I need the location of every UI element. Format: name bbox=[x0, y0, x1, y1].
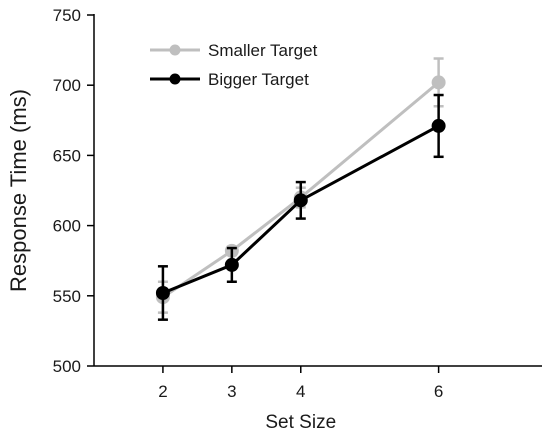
y-tick-label: 550 bbox=[53, 287, 81, 306]
y-tick-label: 500 bbox=[53, 357, 81, 376]
data-point bbox=[431, 118, 446, 133]
legend-label: Bigger Target bbox=[208, 70, 309, 89]
y-tick-label: 650 bbox=[53, 146, 81, 165]
data-point bbox=[224, 257, 239, 272]
x-axis-label: Set Size bbox=[265, 412, 336, 433]
data-point bbox=[431, 75, 446, 90]
y-tick-label: 750 bbox=[53, 6, 81, 25]
legend-label: Smaller Target bbox=[208, 41, 318, 60]
legend-swatch-marker bbox=[169, 44, 181, 56]
x-tick-label: 2 bbox=[158, 382, 167, 401]
data-point bbox=[155, 285, 170, 300]
x-tick-label: 4 bbox=[296, 382, 305, 401]
x-tick-label: 6 bbox=[434, 382, 443, 401]
legend-item: Smaller Target bbox=[150, 41, 318, 60]
legend-swatch-marker bbox=[169, 73, 181, 85]
data-point bbox=[293, 193, 308, 208]
y-tick-label: 600 bbox=[53, 217, 81, 236]
x-tick-label: 3 bbox=[227, 382, 236, 401]
series-line bbox=[162, 81, 440, 299]
legend: Smaller Target Bigger Target bbox=[150, 41, 318, 89]
axes: 500 550 600 650 700 750 2 3 4 6 bbox=[53, 6, 542, 401]
series-line bbox=[162, 124, 440, 295]
series-1 bbox=[155, 93, 446, 321]
legend-item: Bigger Target bbox=[150, 70, 309, 89]
y-axis-label: Response Time (ms) bbox=[6, 89, 31, 292]
y-tick-label: 700 bbox=[53, 76, 81, 95]
series-layer bbox=[155, 57, 446, 321]
